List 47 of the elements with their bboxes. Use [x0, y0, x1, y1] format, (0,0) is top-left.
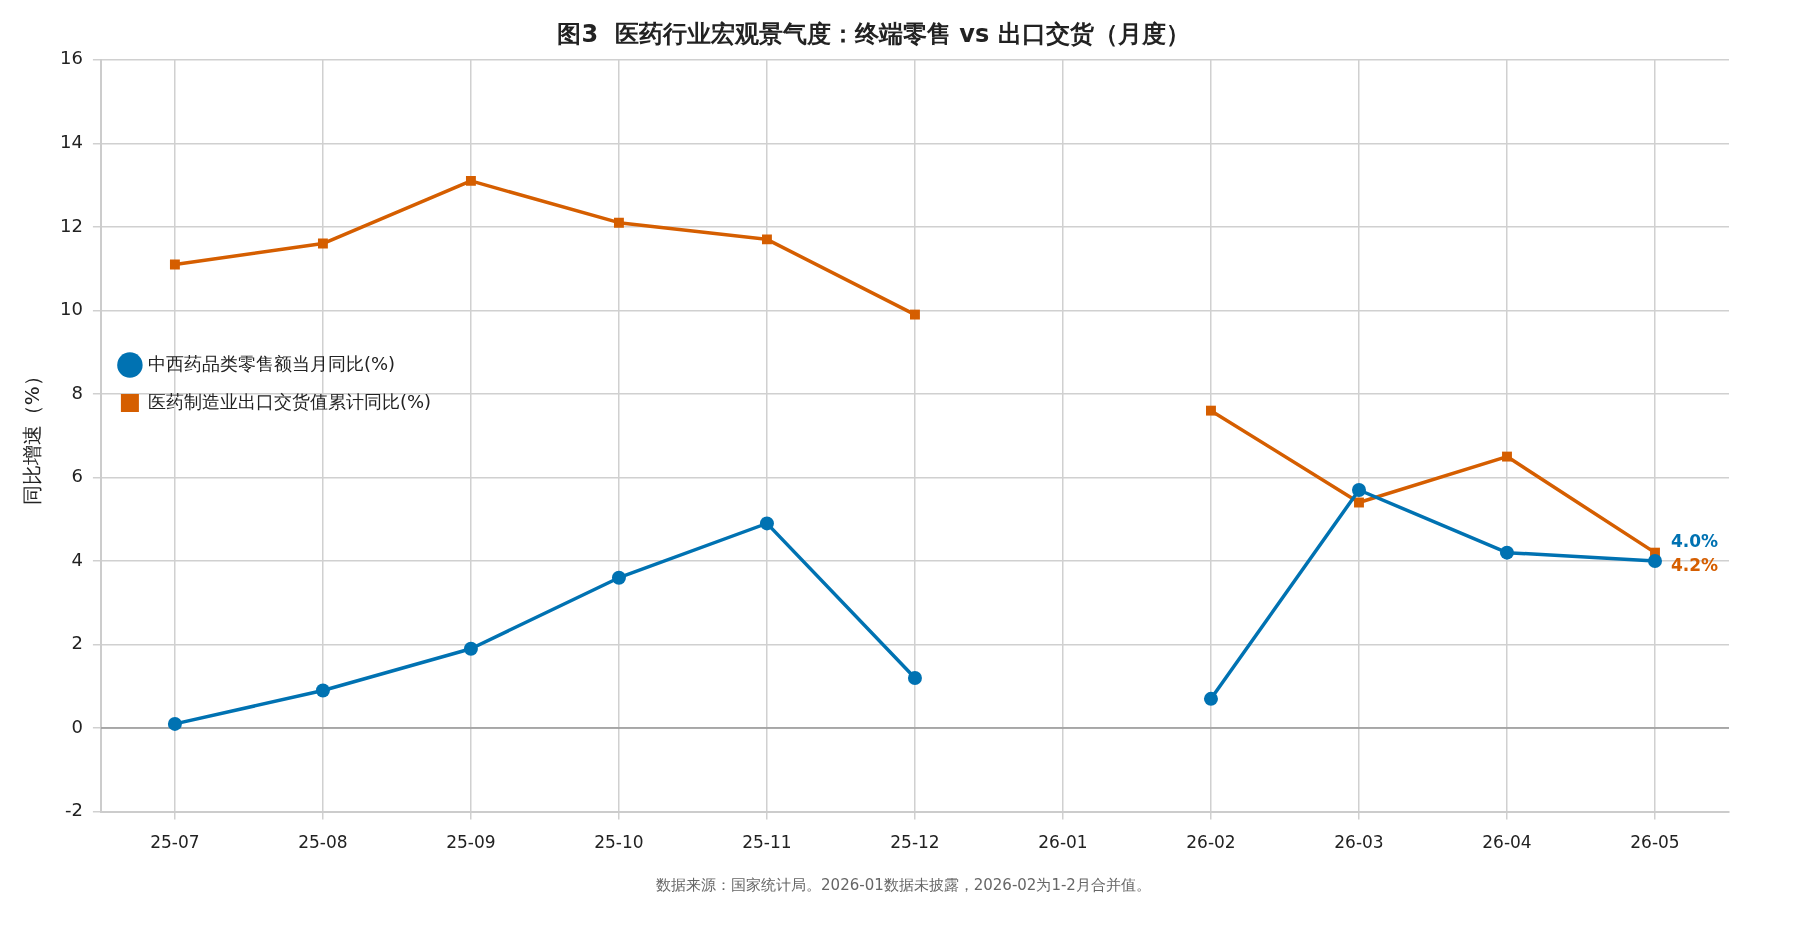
y-tick-label: 10: [60, 298, 83, 320]
y-tick-label: -2: [64, 799, 83, 821]
point: [463, 641, 478, 656]
x-tick-label: 26-01: [1038, 832, 1088, 853]
point: [761, 234, 772, 245]
x-tick-label: 26-02: [1186, 832, 1236, 853]
point: [1354, 497, 1364, 508]
point: [910, 309, 920, 320]
point: [759, 516, 774, 531]
point: [1351, 483, 1366, 497]
y-tick-label: 14: [60, 131, 83, 153]
point: [167, 716, 182, 731]
x-tick-label: 25-12: [890, 832, 940, 853]
x-tick-label: 26-05: [1630, 832, 1680, 853]
x-tick-label: 25-07: [150, 832, 200, 853]
x-tick-label: 25-11: [742, 832, 792, 853]
y-tick-label: 16: [60, 47, 83, 69]
data-label: 4.2%: [1671, 555, 1719, 576]
chart-title: 图3 医药行业宏观景气度：终端零售 vs 出口交货（月度）: [557, 19, 1190, 48]
y-tick-label: 0: [71, 715, 83, 737]
point: [1502, 451, 1512, 462]
point: [613, 217, 624, 228]
point: [1499, 545, 1514, 560]
x-tick-label: 25-10: [594, 832, 644, 853]
y-tick-label: 6: [71, 465, 83, 487]
point: [1206, 405, 1216, 416]
point: [465, 175, 476, 186]
x-tick-label: 26-03: [1334, 832, 1384, 853]
point: [169, 259, 180, 270]
data-label: 4.0%: [1671, 531, 1719, 552]
point: [1203, 691, 1218, 706]
point: [907, 670, 922, 685]
x-tick-label: 25-09: [446, 832, 496, 853]
x-tick-label: 26-04: [1482, 832, 1532, 853]
y-tick-label: 8: [71, 381, 83, 403]
point: [1648, 554, 1662, 568]
y-axis-title: 同比增速（%）: [20, 366, 45, 506]
point: [317, 238, 328, 249]
point: [611, 570, 626, 585]
legend-label: 医药制造业出口交货值累计同比(%): [147, 390, 432, 412]
point: [315, 683, 330, 698]
source-note: 数据来源：国家统计局。2026-01数据未披露，2026-02为1-2月合并值。: [655, 876, 1152, 895]
legend-label: 中西药品类零售额当月同比(%): [147, 352, 396, 374]
y-tick-label: 2: [71, 632, 83, 654]
y-tick-label: 4: [71, 548, 83, 570]
x-tick-label: 25-08: [298, 832, 348, 853]
y-tick-label: 12: [60, 214, 83, 236]
